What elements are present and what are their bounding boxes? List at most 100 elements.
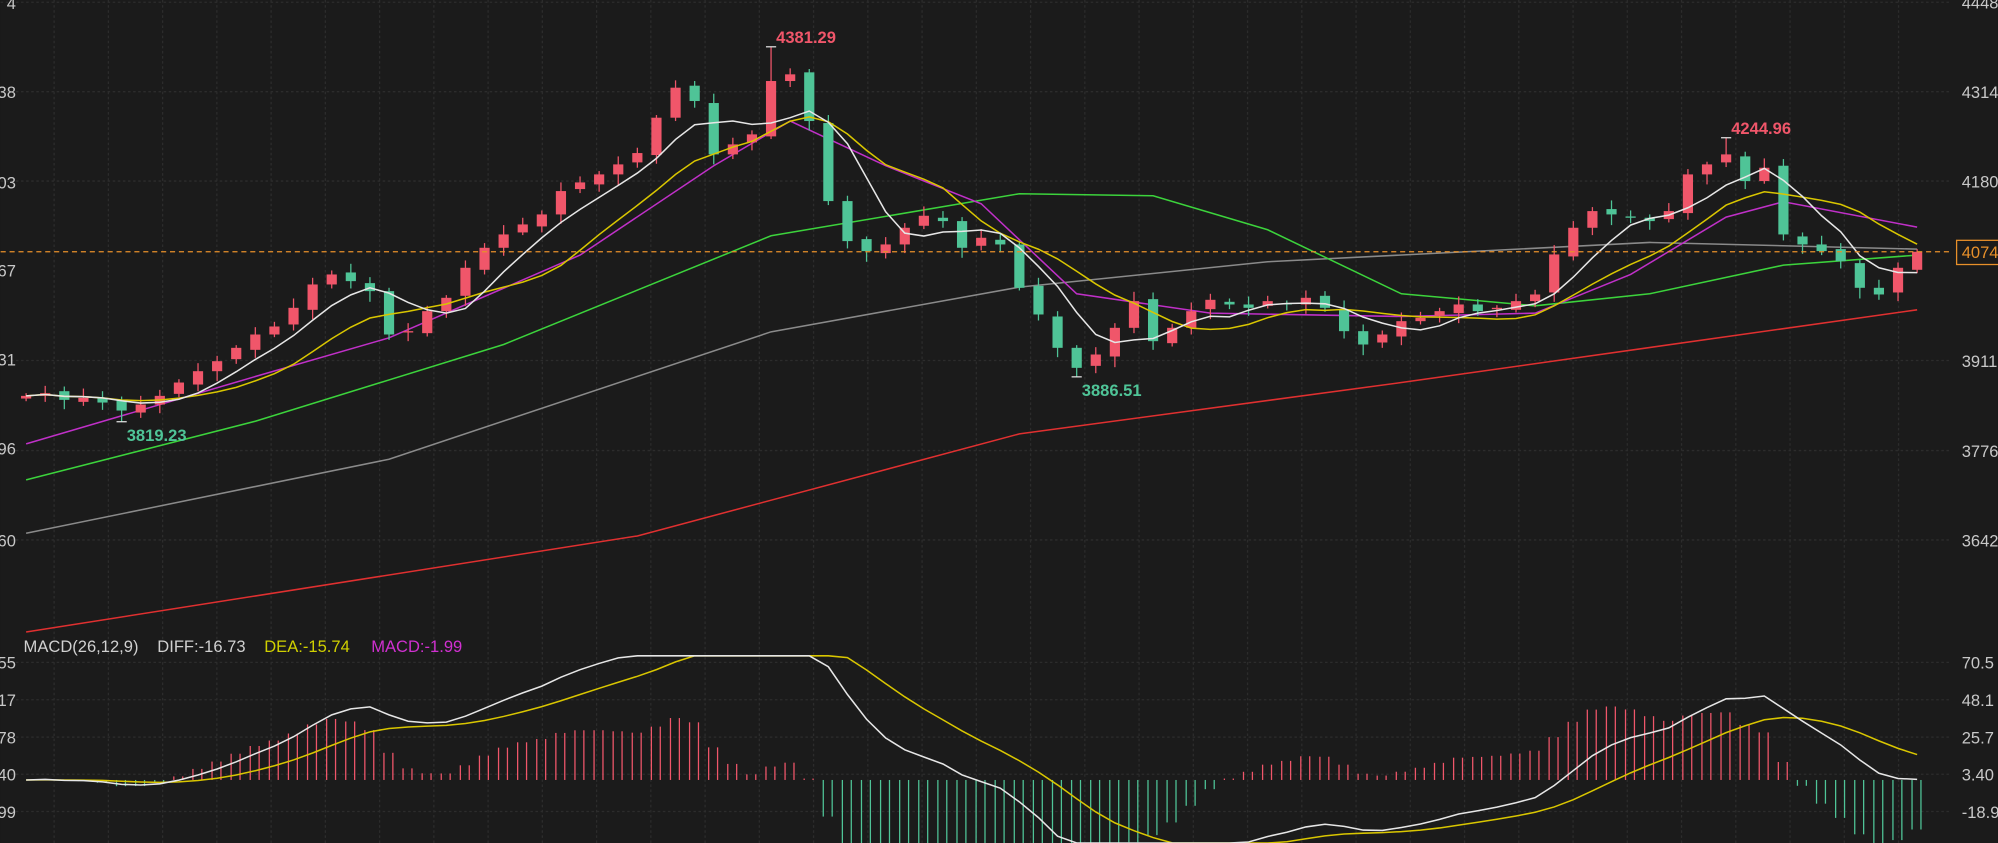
candle-body <box>1014 244 1025 288</box>
dea-line <box>26 655 1918 843</box>
candle-body <box>1147 299 1159 342</box>
candle-body <box>212 361 223 372</box>
candle-body <box>1682 174 1694 214</box>
candle-body <box>403 331 414 333</box>
right-axis-tick: 3911 <box>1962 352 1998 371</box>
macd-panel <box>26 655 1922 843</box>
low-price-annotation: 3886.51 <box>1082 381 1142 400</box>
candle-body <box>1797 236 1808 245</box>
ma60-line <box>25 192 1918 481</box>
candle-body <box>116 400 127 411</box>
macd-right-axis-tick: -18.9 <box>1962 803 1998 822</box>
candle-body <box>1491 307 1502 310</box>
candle-body <box>632 153 643 163</box>
candle-body <box>269 326 280 335</box>
candle-body <box>192 371 204 385</box>
candle-body <box>173 382 185 394</box>
macd-dea-label: DEA:-15.74 <box>264 637 350 656</box>
short-moving-average-lines <box>26 110 1918 404</box>
candle-body <box>1568 227 1579 257</box>
diff-line <box>26 655 1918 843</box>
candle-body <box>59 391 70 400</box>
gridlines <box>0 0 1949 843</box>
candle-body <box>1300 297 1311 305</box>
candle-body <box>1205 299 1216 310</box>
candle-body <box>1377 334 1388 343</box>
candle-body <box>804 72 815 122</box>
price-annotations: 4381.29 3819.23 3886.51 4244.96 <box>116 28 1791 445</box>
candle-body <box>78 397 89 402</box>
left-axis-tick: 67 <box>0 261 16 280</box>
candle-body <box>976 237 987 246</box>
candle-body <box>1339 309 1350 332</box>
candle-body <box>326 274 337 285</box>
candle-body <box>670 87 681 118</box>
candle-body <box>785 74 796 82</box>
candle-body <box>1606 209 1617 215</box>
candle-body <box>651 117 662 156</box>
candle-body <box>937 217 949 222</box>
candle-body <box>1033 285 1044 315</box>
candle-body <box>746 134 758 143</box>
left-axis-tick: 03 <box>0 173 16 192</box>
candle-body <box>1186 311 1197 328</box>
candle-body <box>689 85 700 102</box>
left-axis-tick: 60 <box>0 531 16 550</box>
candle-body <box>345 272 356 282</box>
candle-body <box>594 174 605 185</box>
candle-body <box>1052 316 1063 348</box>
macd-left-axis-tick: 17 <box>0 691 16 710</box>
right-axis-tick: 3776 <box>1962 442 1998 461</box>
candle-body <box>1721 154 1732 163</box>
candle-body <box>1892 267 1904 293</box>
candle-body <box>135 404 146 413</box>
candle-body <box>1453 304 1464 314</box>
candle-body <box>479 247 490 270</box>
price-axes: 4380367319660444843144180391137763642407… <box>0 0 1998 822</box>
candle-body <box>383 291 395 335</box>
left-axis-tick: 38 <box>0 83 16 102</box>
candle-body <box>1759 167 1770 182</box>
candle-body <box>1778 165 1789 235</box>
ma250-line <box>25 309 1918 633</box>
candle-body <box>1396 321 1407 337</box>
candle-body <box>517 224 528 233</box>
candle-body <box>1625 216 1636 218</box>
left-axis-tick: 96 <box>0 440 16 459</box>
right-axis-tick: 4448 <box>1962 0 1998 13</box>
macd-right-axis-tick: 48.1 <box>1962 691 1994 710</box>
candle-body <box>1262 301 1273 306</box>
right-axis-tick: 4314 <box>1962 83 1998 102</box>
candle-body <box>498 234 509 248</box>
candle-body <box>918 215 929 226</box>
candle-body <box>21 395 32 399</box>
candle-body <box>97 397 108 403</box>
left-axis-tick: 4 <box>7 0 16 13</box>
macd-title: MACD(26,12,9) <box>24 637 139 656</box>
candle-body <box>1912 251 1923 270</box>
candle-body <box>842 201 853 242</box>
candle-body <box>250 334 261 350</box>
macd-right-axis-tick: 25.7 <box>1962 728 1994 747</box>
candle-body <box>1243 304 1254 308</box>
low-price-annotation: 3819.23 <box>127 426 187 445</box>
candlesticks <box>21 46 1923 422</box>
candle-body <box>536 214 547 227</box>
candle-body <box>1090 354 1101 366</box>
candle-body <box>460 267 471 296</box>
candle-body <box>288 307 299 325</box>
candle-body <box>1319 295 1331 308</box>
candle-body <box>727 144 738 155</box>
candle-body <box>1549 254 1560 293</box>
candle-body <box>1854 263 1865 288</box>
candle-body <box>823 123 834 202</box>
candle-body <box>1816 244 1827 252</box>
macd-left-axis-tick: 78 <box>0 728 16 747</box>
candle-body <box>1434 311 1445 316</box>
candle-body <box>995 239 1006 245</box>
candle-body <box>765 81 777 137</box>
candle-body <box>1873 287 1885 295</box>
high-price-annotation: 4244.96 <box>1731 119 1791 138</box>
candle-body <box>1835 249 1846 262</box>
